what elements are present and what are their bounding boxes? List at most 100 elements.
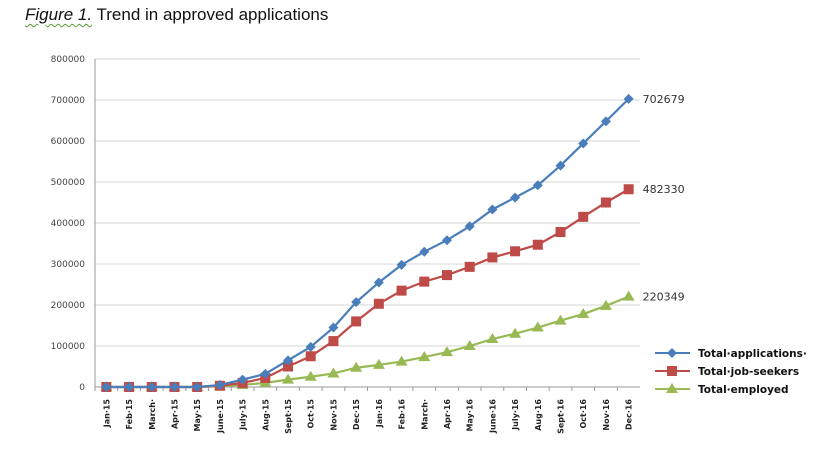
y-tick-label: 500000 [51, 178, 86, 188]
data-point [124, 382, 135, 392]
data-point [487, 252, 498, 263]
data-point [304, 370, 317, 381]
data-point [464, 221, 475, 232]
data-point [327, 367, 340, 378]
data-point [509, 327, 522, 338]
data-point [283, 361, 294, 372]
data-point [486, 333, 499, 344]
data-point [419, 276, 430, 287]
x-tick-label: Dec·15 [352, 399, 361, 430]
data-point [623, 184, 634, 195]
data-point [441, 235, 452, 246]
end-data-label: 702679 [643, 93, 685, 106]
figure-number: Figure 1. [25, 5, 93, 24]
data-point [600, 197, 611, 208]
data-point [532, 239, 543, 250]
legend-marker [667, 366, 677, 376]
legend-marker [666, 383, 678, 393]
x-tick-label: Apr·16 [443, 399, 452, 429]
data-point [214, 379, 225, 390]
data-point [464, 261, 475, 272]
data-point [419, 246, 430, 257]
data-point [599, 299, 612, 310]
y-tick-label: 800000 [51, 55, 86, 65]
data-point [282, 373, 295, 384]
x-tick-label: Sept·16 [557, 399, 566, 434]
data-point [328, 322, 339, 333]
data-point [351, 297, 362, 308]
x-tick-label: Jan·15 [102, 399, 111, 429]
x-tick-label: Nov·15 [329, 399, 338, 431]
data-point [510, 246, 521, 257]
data-point [554, 314, 567, 325]
data-point [351, 316, 362, 327]
y-tick-label: 700000 [51, 96, 86, 106]
legend-label: Total·employed [698, 384, 789, 396]
x-tick-label: Nov·16 [602, 399, 611, 431]
data-point [578, 138, 589, 149]
data-point [396, 285, 407, 296]
y-tick-label: 0 [79, 383, 85, 393]
data-point [260, 368, 271, 379]
data-point [169, 382, 180, 392]
data-point [441, 270, 452, 281]
data-point [622, 290, 635, 301]
y-tick-label: 400000 [51, 219, 86, 229]
data-point [418, 351, 431, 362]
x-tick-label: Apr·15 [170, 399, 179, 429]
data-point [532, 180, 543, 191]
x-tick-label: Dec·16 [625, 399, 634, 430]
data-point [555, 227, 566, 238]
x-tick-label: Aug·16 [534, 399, 543, 431]
data-point [283, 355, 294, 366]
data-point [578, 211, 589, 222]
data-point [101, 382, 112, 392]
x-tick-label: Jan·16 [375, 399, 384, 429]
legend-label: Total·job-seekers [698, 366, 799, 378]
data-point [395, 355, 408, 366]
data-point [350, 361, 363, 372]
data-point [463, 340, 476, 350]
x-tick-label: Feb·15 [125, 399, 134, 430]
x-tick-label: June·16 [488, 399, 497, 434]
x-tick-label: May·16 [466, 399, 475, 432]
data-point [555, 160, 566, 171]
data-point [328, 336, 339, 347]
data-point [510, 192, 521, 203]
data-point [577, 308, 590, 319]
end-data-label: 482330 [643, 183, 685, 196]
data-point [600, 116, 611, 127]
legend-label: Total·applications· [698, 348, 807, 360]
x-tick-label: March· [148, 399, 157, 430]
end-data-label: 220349 [643, 291, 685, 304]
x-tick-label: Feb·16 [398, 399, 407, 430]
x-tick-label: May·15 [193, 399, 202, 432]
data-point [373, 277, 384, 288]
x-tick-label: Aug·15 [261, 399, 270, 431]
y-tick-label: 200000 [51, 301, 86, 311]
data-point [440, 346, 453, 357]
data-point [146, 382, 157, 392]
data-point [531, 321, 544, 332]
data-point [372, 358, 385, 369]
x-tick-label: July·15 [239, 399, 248, 431]
data-point [396, 259, 407, 270]
data-point [237, 374, 248, 385]
x-tick-label: Oct·15 [307, 399, 316, 429]
data-point [623, 93, 634, 104]
data-point [192, 382, 203, 392]
figure-caption: Figure 1. Trend in approved applications [25, 5, 328, 25]
data-point [373, 298, 384, 309]
y-tick-label: 100000 [51, 342, 86, 352]
y-tick-label: 300000 [51, 260, 86, 270]
series-line [106, 295, 630, 389]
data-point [305, 341, 316, 352]
legend-marker [667, 348, 677, 358]
x-tick-label: July·16 [511, 399, 520, 431]
data-point [487, 204, 498, 215]
series-line [106, 188, 630, 389]
data-point [305, 351, 316, 362]
x-tick-label: March· [420, 399, 429, 430]
series-line [106, 98, 630, 389]
